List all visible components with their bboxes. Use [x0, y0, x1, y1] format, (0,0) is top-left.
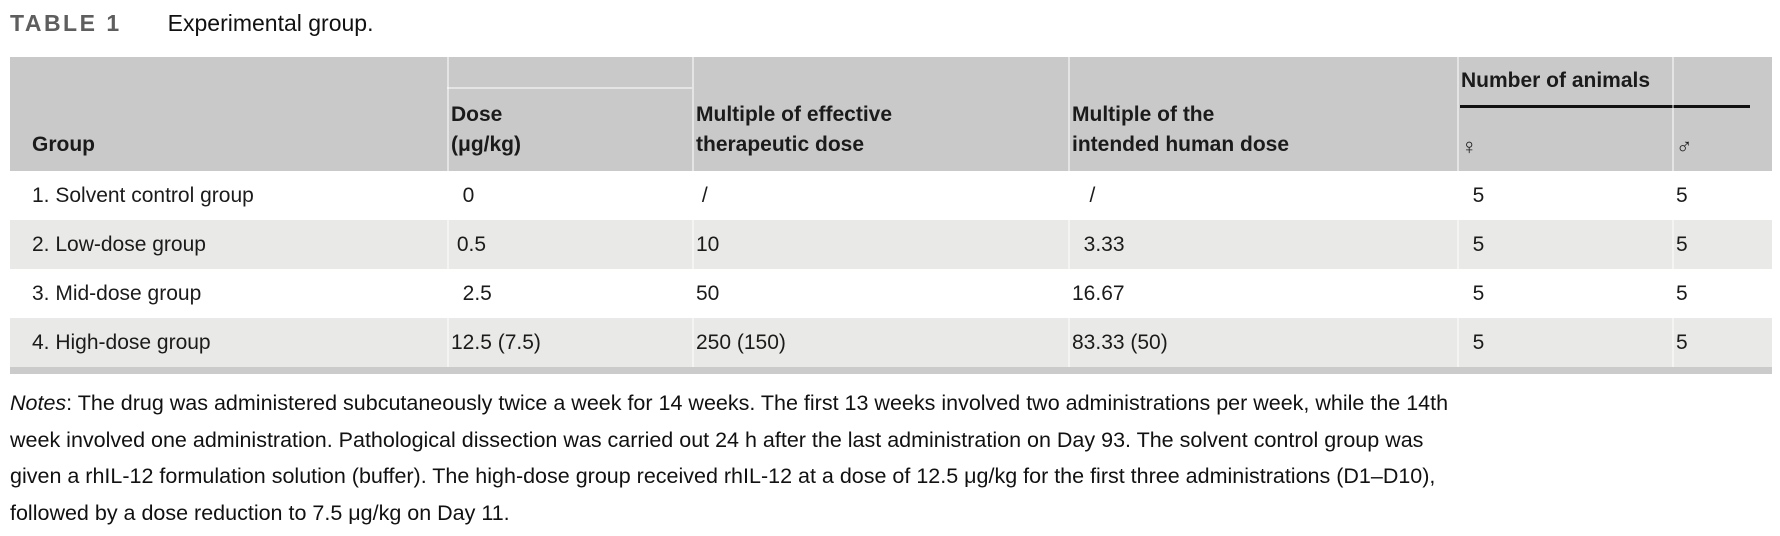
- female-symbol-icon: ♀: [1461, 134, 1478, 159]
- cell-effective-multiple: 50: [696, 281, 720, 305]
- notes-line: followed by a dose reduction to 7.5 μg/k…: [10, 500, 510, 525]
- cell-group: 4. High-dose group: [32, 330, 211, 354]
- table-title-text: Experimental group.: [167, 10, 374, 36]
- column-header-group: Group: [32, 133, 95, 156]
- column-header-effective-dose-multiple: Multiple of effective therapeutic dose: [696, 103, 893, 156]
- sex-subheaders: ♀ ♂: [1457, 108, 1772, 171]
- cell-male-count: 5: [1676, 281, 1688, 305]
- cell-effective-multiple: 250 (150): [696, 330, 786, 354]
- table-row-solvent-control: 1. Solvent control group 0 / / 5 5: [10, 171, 1772, 220]
- cell-effective-multiple: /: [696, 183, 708, 207]
- table-notes: Notes: The drug was administered subcuta…: [10, 385, 1772, 531]
- column-header-number-of-animals: Number of animals ♀ ♂: [1457, 57, 1772, 171]
- cell-dose: 12.5 (7.5): [451, 330, 541, 354]
- cell-human-multiple: 83.33 (50): [1072, 330, 1168, 354]
- cell-group: 3. Mid-dose group: [32, 281, 202, 305]
- cell-female-count: 5: [1461, 330, 1485, 354]
- cell-female-count: 5: [1461, 281, 1485, 305]
- notes-line: week involved one administration. Pathol…: [10, 427, 1424, 452]
- cell-group: 1. Solvent control group: [32, 183, 254, 207]
- cell-male-count: 5: [1676, 330, 1688, 354]
- cell-male-count: 5: [1676, 183, 1688, 207]
- cell-effective-multiple: 10: [696, 232, 720, 256]
- animals-header-rule: [1460, 105, 1750, 108]
- table-number-label: TABLE 1: [10, 10, 122, 36]
- notes-line: given a rhIL-12 formulation solution (bu…: [10, 464, 1436, 488]
- cell-group: 2. Low-dose group: [32, 232, 206, 256]
- column-header-human-dose-multiple: Multiple of the intended human dose: [1072, 103, 1290, 156]
- notes-label: Notes: [10, 391, 67, 415]
- cell-dose: 2.5: [451, 281, 492, 305]
- cell-human-multiple: /: [1072, 183, 1096, 207]
- notes-line: Notes: The drug was administered subcuta…: [10, 391, 1449, 415]
- table-caption: TABLE 1 Experimental group.: [10, 10, 373, 38]
- table-row-high-dose: 4. High-dose group 12.5 (7.5) 250 (150) …: [10, 318, 1772, 367]
- cell-dose: 0.5: [451, 232, 487, 256]
- cell-dose: 0: [451, 183, 475, 207]
- male-symbol-icon: ♂: [1676, 134, 1693, 159]
- table-row-low-dose: 2. Low-dose group 0.5 10 3.33 5 5: [10, 220, 1772, 269]
- table-bottom-border: [10, 367, 1772, 374]
- cell-male-count: 5: [1676, 232, 1688, 256]
- table-row-mid-dose: 3. Mid-dose group 2.5 50 16.67 5 5: [10, 269, 1772, 318]
- cell-female-count: 5: [1461, 232, 1485, 256]
- table-header-row: Group Dose (μg/kg) Multiple of effective…: [10, 57, 1772, 171]
- cell-human-multiple: 16.67: [1072, 281, 1125, 305]
- experimental-group-table: Group Dose (μg/kg) Multiple of effective…: [10, 57, 1772, 374]
- cell-human-multiple: 3.33: [1072, 232, 1125, 256]
- cell-female-count: 5: [1461, 183, 1485, 207]
- column-header-dose: Dose (μg/kg): [451, 103, 522, 156]
